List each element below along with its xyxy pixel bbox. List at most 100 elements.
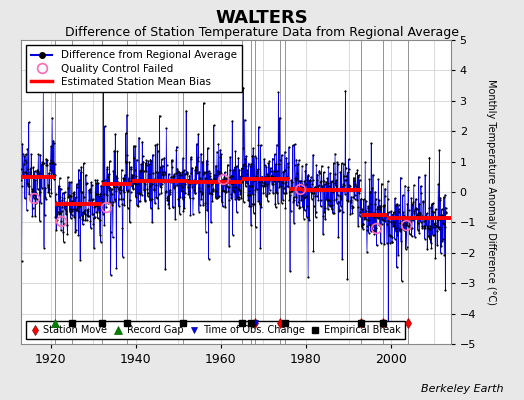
Point: [161, 266, 169, 272]
Point: [375, 222, 384, 228]
Point: [126, 219, 134, 226]
Point: [67, 215, 75, 221]
Point: [433, 228, 441, 234]
Point: [432, 222, 441, 229]
Point: [304, 172, 313, 178]
Point: [23, 207, 31, 214]
Point: [93, 215, 102, 222]
Point: [268, 176, 277, 182]
Point: [326, 202, 335, 209]
Point: [179, 208, 188, 214]
Point: [145, 170, 153, 177]
Point: [231, 148, 239, 155]
Point: [298, 181, 306, 187]
Point: [247, 160, 256, 167]
Point: [291, 175, 300, 182]
Point: [283, 175, 292, 182]
Point: [331, 171, 339, 177]
Point: [395, 205, 403, 212]
Point: [46, 193, 54, 199]
Point: [112, 188, 120, 194]
Point: [227, 190, 235, 197]
Point: [401, 220, 409, 226]
Point: [78, 189, 86, 195]
Point: [310, 203, 318, 209]
Point: [211, 175, 220, 181]
Point: [408, 233, 416, 240]
Point: [245, 188, 253, 194]
Point: [24, 181, 32, 187]
Point: [282, 190, 290, 196]
Point: [397, 174, 405, 181]
Point: [265, 176, 274, 182]
Point: [407, 215, 415, 222]
Point: [372, 196, 380, 202]
Point: [272, 189, 280, 195]
Point: [112, 173, 120, 180]
Point: [151, 142, 159, 148]
Point: [400, 227, 409, 233]
Point: [220, 174, 228, 180]
Point: [299, 204, 307, 210]
Point: [29, 188, 37, 194]
Point: [55, 211, 63, 217]
Point: [338, 256, 346, 262]
Point: [50, 140, 58, 146]
Point: [117, 180, 125, 187]
Point: [126, 196, 134, 203]
Point: [391, 225, 399, 232]
Point: [354, 203, 362, 210]
Point: [206, 176, 215, 182]
Point: [56, 193, 64, 200]
Point: [289, 199, 298, 205]
Point: [49, 176, 58, 182]
Point: [148, 181, 156, 187]
Point: [429, 200, 437, 206]
Point: [60, 220, 68, 227]
Point: [220, 181, 228, 187]
Point: [164, 201, 172, 208]
Point: [414, 209, 422, 216]
Point: [64, 192, 73, 198]
Point: [425, 236, 434, 242]
Point: [336, 169, 345, 176]
Point: [39, 86, 48, 93]
Point: [33, 167, 41, 174]
Point: [244, 197, 253, 204]
Point: [110, 168, 118, 174]
Point: [383, 212, 391, 219]
Point: [189, 195, 198, 202]
Point: [80, 210, 89, 217]
Point: [335, 206, 343, 213]
Point: [37, 200, 45, 206]
Point: [58, 208, 66, 214]
Point: [71, 206, 79, 212]
Point: [369, 222, 378, 228]
Point: [292, 156, 301, 163]
Point: [20, 153, 28, 159]
Point: [414, 220, 422, 226]
Point: [17, 258, 26, 265]
Point: [141, 198, 149, 204]
Point: [383, 221, 391, 227]
Point: [418, 225, 427, 231]
Point: [368, 227, 377, 233]
Point: [394, 207, 402, 214]
Point: [90, 204, 99, 210]
Point: [34, 168, 42, 174]
Point: [333, 159, 341, 165]
Point: [31, 213, 39, 220]
Point: [407, 215, 415, 221]
Point: [434, 224, 442, 230]
Point: [85, 189, 94, 195]
Point: [292, 177, 300, 184]
Point: [388, 234, 397, 240]
Point: [352, 186, 361, 192]
Point: [429, 224, 438, 230]
Point: [425, 205, 433, 211]
Point: [318, 183, 326, 189]
Point: [296, 204, 304, 210]
Point: [89, 220, 97, 227]
Point: [390, 236, 399, 242]
Point: [91, 214, 99, 220]
